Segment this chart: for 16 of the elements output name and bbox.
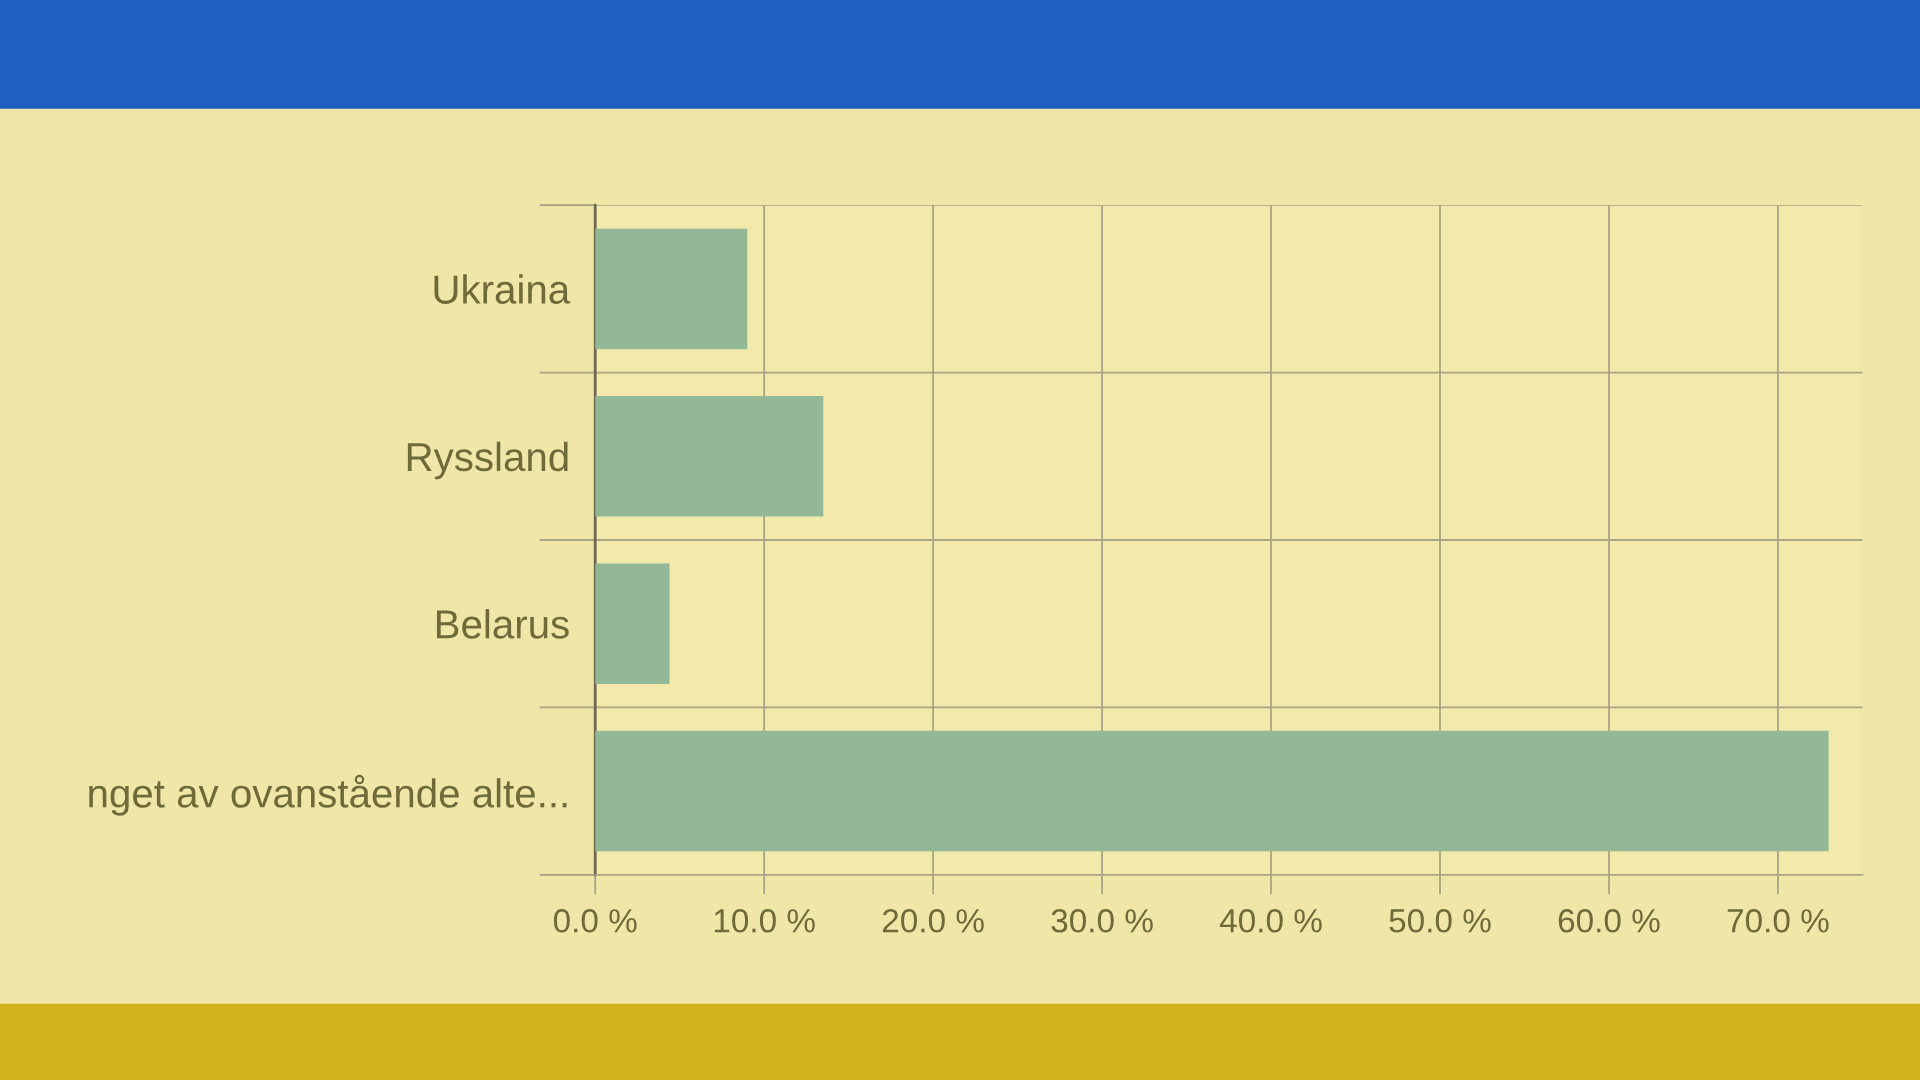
x-tick-label: 30.0 % bbox=[1051, 909, 1153, 933]
y-tick-label: Belarus bbox=[436, 609, 569, 639]
y-tick-label: Ryssland bbox=[407, 441, 568, 480]
x-tick-label: 0.0 % bbox=[553, 909, 637, 933]
y-tick-label: nget av ovanstående alte... bbox=[89, 774, 567, 816]
x-tick-label: 70.0 % bbox=[1727, 909, 1829, 933]
bar bbox=[595, 396, 824, 517]
y-tick-label: Ukraina bbox=[434, 274, 571, 304]
bar bbox=[595, 228, 748, 350]
bar bbox=[595, 730, 1829, 852]
x-tick-label: 10.0 % bbox=[714, 909, 815, 933]
x-tick-label: 40.0 % bbox=[1219, 909, 1322, 933]
x-tick-label: 60.0 % bbox=[1558, 909, 1660, 933]
bar bbox=[595, 563, 670, 684]
x-tick-label: 50.0 % bbox=[1389, 909, 1491, 933]
x-tick-label: 20.0 % bbox=[882, 909, 984, 933]
